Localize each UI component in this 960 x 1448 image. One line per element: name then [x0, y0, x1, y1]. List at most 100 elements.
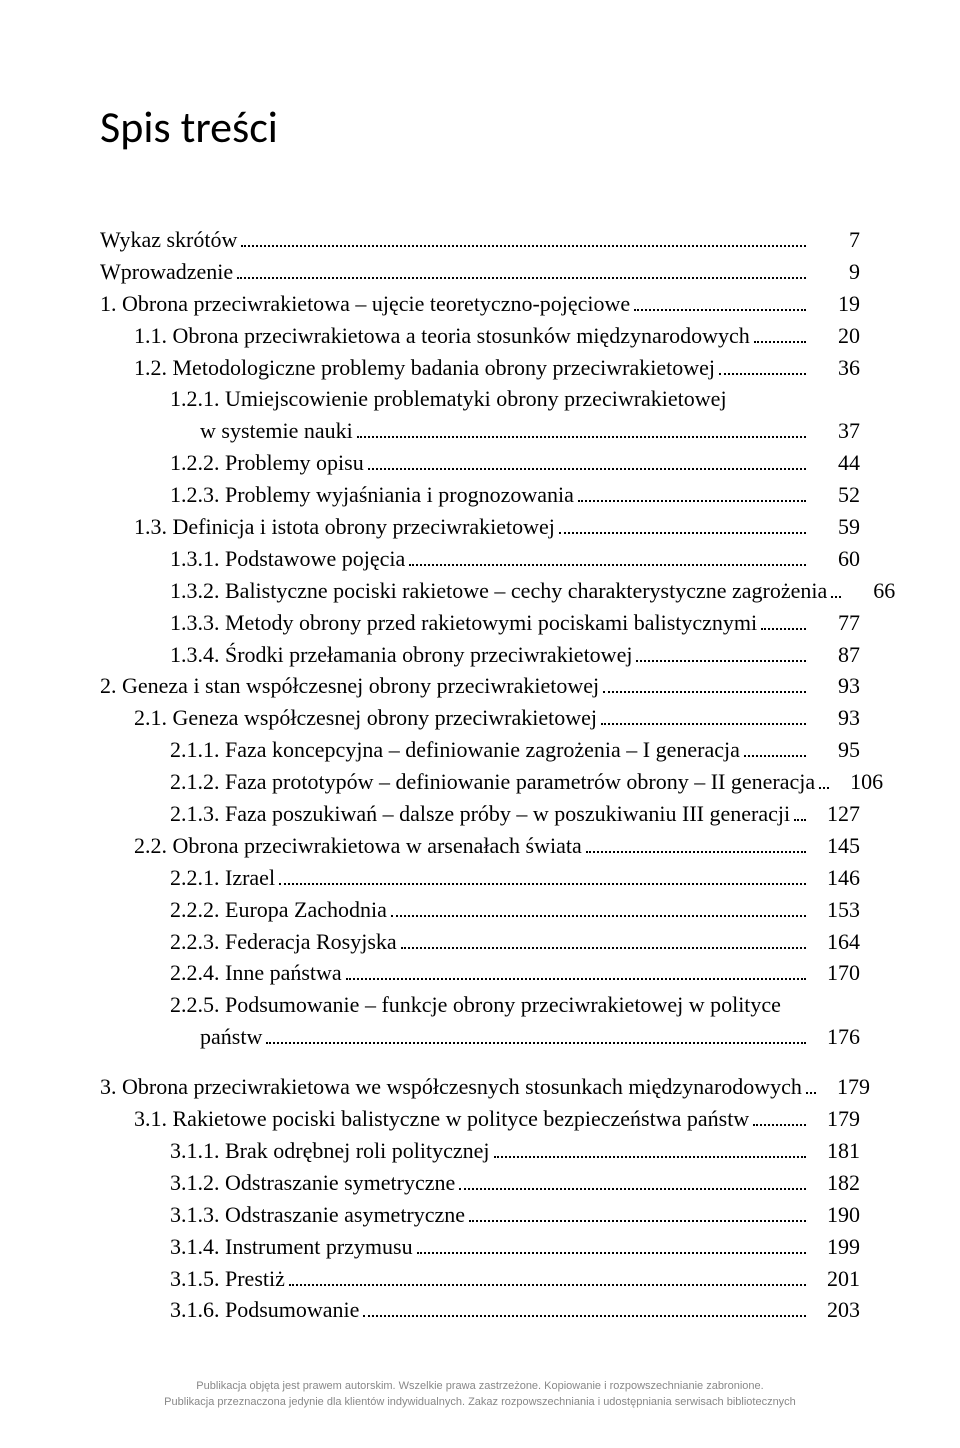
- toc-leader-dots: [819, 787, 829, 789]
- toc-label: 1.3.3. Metody obrony przed rakietowymi p…: [100, 607, 757, 639]
- toc-leader-dots: [754, 341, 806, 343]
- toc-leader-dots: [357, 436, 806, 438]
- toc-label: 3.1.6. Podsumowanie: [100, 1294, 359, 1326]
- toc-label: Wprowadzenie: [100, 256, 233, 288]
- toc-row: 3. Obrona przeciwrakietowa we współczesn…: [100, 1071, 860, 1103]
- toc-page-number: 170: [810, 957, 860, 989]
- toc-row: 1.3.4. Środki przełamania obrony przeciw…: [100, 639, 860, 671]
- toc-gap: [100, 1053, 860, 1071]
- toc-page-number: 153: [810, 894, 860, 926]
- toc-page-number: 190: [810, 1199, 860, 1231]
- toc-leader-dots: [266, 1042, 806, 1044]
- toc-label: 2.2.3. Federacja Rosyjska: [100, 926, 397, 958]
- toc-row: 2.2.2. Europa Zachodnia153: [100, 894, 860, 926]
- toc-page-number: 182: [810, 1167, 860, 1199]
- toc-row: 3.1.2. Odstraszanie symetryczne182: [100, 1167, 860, 1199]
- toc-label: 2.1. Geneza współczesnej obrony przeciwr…: [100, 702, 597, 734]
- toc-label: 2.2.1. Izrael: [100, 862, 275, 894]
- toc-row: 3.1.4. Instrument przymusu 199: [100, 1231, 860, 1263]
- toc-row: 3.1. Rakietowe pociski balistyczne w pol…: [100, 1103, 860, 1135]
- toc-page-number: 93: [810, 702, 860, 734]
- toc-row: 1.3.3. Metody obrony przed rakietowymi p…: [100, 607, 860, 639]
- footer-line: Publikacja przeznaczona jedynie dla klie…: [0, 1395, 960, 1410]
- toc-row: Wprowadzenie9: [100, 256, 860, 288]
- toc-leader-dots: [578, 500, 806, 502]
- toc-leader-dots: [469, 1220, 806, 1222]
- toc-row: 2.1.2. Faza prototypów – definiowanie pa…: [100, 766, 860, 798]
- toc-row: 2. Geneza i stan współczesnej obrony prz…: [100, 670, 860, 702]
- toc-label: 3. Obrona przeciwrakietowa we współczesn…: [100, 1071, 802, 1103]
- toc-page-number: 60: [810, 543, 860, 575]
- toc-label: 1.3.2. Balistyczne pociski rakietowe – c…: [100, 575, 827, 607]
- toc-row: 1.2.1. Umiejscowienie problematyki obron…: [100, 383, 860, 447]
- toc-label: 3.1. Rakietowe pociski balistyczne w pol…: [100, 1103, 749, 1135]
- toc-page-number: 176: [810, 1021, 860, 1053]
- toc-leader-dots: [806, 1092, 816, 1094]
- toc-leader-dots: [241, 245, 806, 247]
- toc-label-continuation-row: państw176: [100, 1021, 860, 1053]
- toc-leader-dots: [494, 1156, 806, 1158]
- toc-label: 2.2. Obrona przeciwrakietowa w arsenałac…: [100, 830, 582, 862]
- toc-page-number: 36: [810, 352, 860, 384]
- toc-leader-dots: [586, 851, 806, 853]
- toc-leader-dots: [459, 1188, 806, 1190]
- toc-page-number: 59: [810, 511, 860, 543]
- toc-label: 1.2.2. Problemy opisu: [100, 447, 364, 479]
- page-title: Spis treści: [100, 100, 860, 154]
- toc-row: 2.2.4. Inne państwa 170: [100, 957, 860, 989]
- toc-label: 2.2.4. Inne państwa: [100, 957, 342, 989]
- toc-row: 2.1.3. Faza poszukiwań – dalsze próby – …: [100, 798, 860, 830]
- toc-row: 3.1.3. Odstraszanie asymetryczne 190: [100, 1199, 860, 1231]
- toc-page-number: 20: [810, 320, 860, 352]
- table-of-contents: Wykaz skrótów7Wprowadzenie91. Obrona prz…: [100, 224, 860, 1326]
- toc-row: 2.1.1. Faza koncepcyjna – definiowanie z…: [100, 734, 860, 766]
- toc-leader-dots: [368, 468, 806, 470]
- toc-label: 1.2. Metodologiczne problemy badania obr…: [100, 352, 715, 384]
- toc-label: 1.1. Obrona przeciwrakietowa a teoria st…: [100, 320, 750, 352]
- toc-leader-dots: [391, 915, 806, 917]
- toc-leader-dots: [417, 1252, 806, 1254]
- toc-leader-dots: [761, 628, 806, 630]
- toc-row: Wykaz skrótów7: [100, 224, 860, 256]
- toc-label: 1.2.1. Umiejscowienie problematyki obron…: [100, 383, 860, 415]
- toc-page-number: 95: [810, 734, 860, 766]
- toc-page-number: 179: [810, 1103, 860, 1135]
- toc-row: 2.2.3. Federacja Rosyjska164: [100, 926, 860, 958]
- toc-label: 3.1.3. Odstraszanie asymetryczne: [100, 1199, 465, 1231]
- toc-label: 1.3. Definicja i istota obrony przeciwra…: [100, 511, 555, 543]
- toc-leader-dots: [237, 277, 806, 279]
- toc-leader-dots: [346, 978, 806, 980]
- toc-row: 1.3. Definicja i istota obrony przeciwra…: [100, 511, 860, 543]
- toc-page-number: 66: [845, 575, 895, 607]
- toc-row: 3.1.6. Podsumowanie 203: [100, 1294, 860, 1326]
- toc-row: 2.1. Geneza współczesnej obrony przeciwr…: [100, 702, 860, 734]
- toc-leader-dots: [744, 755, 806, 757]
- toc-label: 2. Geneza i stan współczesnej obrony prz…: [100, 670, 599, 702]
- toc-page-number: 77: [810, 607, 860, 639]
- toc-page-number: 203: [810, 1294, 860, 1326]
- toc-leader-dots: [719, 373, 806, 375]
- toc-label: 2.1.3. Faza poszukiwań – dalsze próby – …: [100, 798, 790, 830]
- toc-label-continuation: w systemie nauki: [100, 415, 353, 447]
- toc-row: 3.1.1. Brak odrębnej roli politycznej181: [100, 1135, 860, 1167]
- copyright-footer: Publikacja objęta jest prawem autorskim.…: [0, 1379, 960, 1410]
- toc-leader-dots: [559, 532, 806, 534]
- toc-page-number: 106: [833, 766, 883, 798]
- toc-row: 1.2. Metodologiczne problemy badania obr…: [100, 352, 860, 384]
- toc-page-number: 52: [810, 479, 860, 511]
- toc-page-number: 199: [810, 1231, 860, 1263]
- toc-row: 3.1.5. Prestiż201: [100, 1263, 860, 1295]
- toc-page-number: 146: [810, 862, 860, 894]
- toc-label: 2.1.2. Faza prototypów – definiowanie pa…: [100, 766, 815, 798]
- toc-page-number: 44: [810, 447, 860, 479]
- toc-page-number: 181: [810, 1135, 860, 1167]
- toc-label: 1.2.3. Problemy wyjaśniania i prognozowa…: [100, 479, 574, 511]
- toc-label: 2.2.5. Podsumowanie – funkcje obrony prz…: [100, 989, 860, 1021]
- toc-label: 2.1.1. Faza koncepcyjna – definiowanie z…: [100, 734, 740, 766]
- toc-label: 3.1.4. Instrument przymusu: [100, 1231, 413, 1263]
- toc-label: 1. Obrona przeciwrakietowa – ujęcie teor…: [100, 288, 630, 320]
- toc-label: 3.1.5. Prestiż: [100, 1263, 285, 1295]
- toc-page-number: 127: [810, 798, 860, 830]
- toc-row: 1.2.3. Problemy wyjaśniania i prognozowa…: [100, 479, 860, 511]
- toc-row: 1.3.1. Podstawowe pojęcia60: [100, 543, 860, 575]
